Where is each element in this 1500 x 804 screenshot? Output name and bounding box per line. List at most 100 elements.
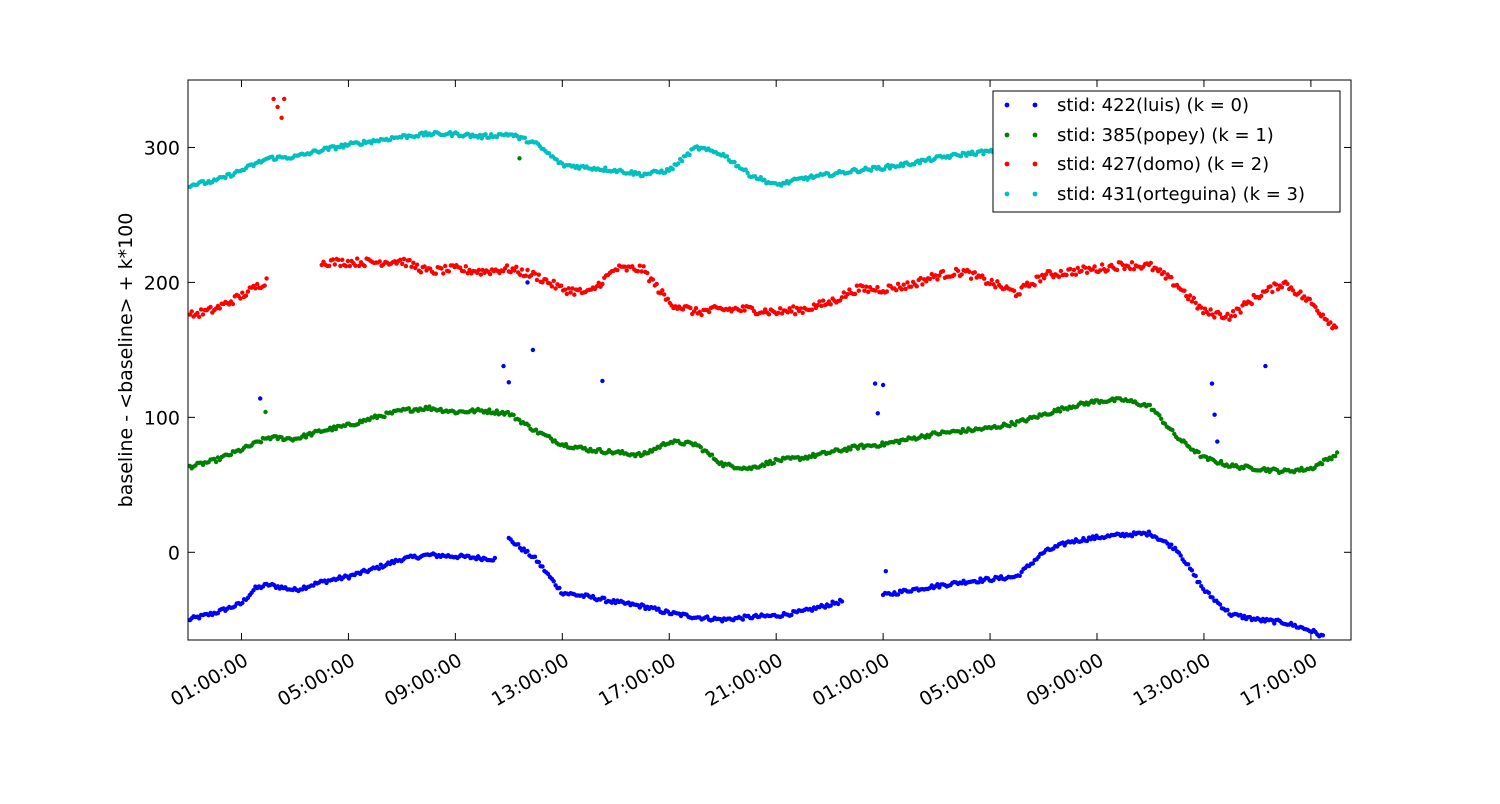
data-point	[487, 135, 492, 140]
data-point	[492, 555, 498, 561]
data-point	[551, 278, 556, 283]
data-point	[940, 268, 946, 274]
data-point	[549, 284, 555, 289]
data-point	[622, 264, 628, 269]
legend-label: stid: 422(luis) (k = 0)	[1057, 95, 1249, 116]
data-point	[1333, 325, 1339, 330]
outlier-point	[530, 347, 536, 353]
data-point	[195, 310, 200, 316]
data-point	[443, 263, 448, 269]
data-point	[624, 268, 629, 273]
data-point	[654, 281, 659, 287]
data-point	[860, 284, 865, 289]
data-point	[676, 161, 681, 166]
data-point	[439, 266, 444, 271]
data-point	[841, 290, 846, 295]
outlier-point	[872, 381, 878, 386]
data-point	[1120, 262, 1125, 267]
data-point	[465, 271, 470, 276]
data-point	[1196, 449, 1201, 455]
data-point	[414, 262, 420, 267]
data-point	[789, 309, 794, 314]
data-point	[572, 292, 577, 297]
data-point	[839, 295, 845, 300]
legend-marker	[1004, 102, 1010, 108]
data-point	[1182, 288, 1187, 293]
data-point	[1161, 270, 1167, 275]
data-point	[779, 458, 784, 464]
data-point	[551, 579, 556, 584]
outlier-point	[880, 382, 886, 388]
data-point	[778, 306, 783, 311]
data-point	[847, 287, 852, 292]
data-point	[1105, 268, 1110, 273]
data-point	[1187, 293, 1193, 298]
data-point	[1225, 607, 1230, 613]
data-point	[1319, 461, 1325, 467]
data-point	[1170, 427, 1175, 433]
data-point	[995, 279, 1000, 284]
data-point	[1144, 533, 1150, 538]
data-point	[854, 283, 860, 288]
outlier-point	[1209, 381, 1215, 386]
data-point	[594, 284, 599, 289]
data-point	[356, 421, 361, 427]
data-point	[1043, 272, 1049, 277]
data-point	[958, 430, 964, 435]
data-point	[952, 272, 957, 277]
data-point	[523, 273, 528, 278]
data-point	[1333, 454, 1338, 459]
data-point	[570, 286, 575, 291]
data-point	[738, 308, 744, 314]
data-point	[699, 312, 704, 318]
data-point	[885, 162, 891, 168]
data-point	[979, 148, 984, 153]
data-point	[208, 304, 213, 310]
data-point	[359, 142, 365, 147]
data-point	[1186, 297, 1191, 302]
data-point	[1208, 307, 1213, 312]
data-point	[1193, 300, 1198, 305]
data-point	[1259, 293, 1264, 299]
outlier-point	[517, 156, 522, 161]
data-point	[868, 168, 874, 173]
data-point	[993, 285, 998, 290]
data-point	[1114, 267, 1120, 273]
data-point	[636, 170, 642, 176]
outlier-point	[258, 396, 263, 401]
data-point	[577, 286, 583, 292]
outlier-point	[263, 409, 268, 415]
legend-label: stid: 431(orteguina) (k = 3)	[1057, 184, 1305, 205]
data-point	[691, 309, 697, 314]
data-point	[516, 542, 521, 547]
data-point	[536, 559, 541, 565]
data-point	[213, 459, 219, 465]
data-point	[828, 603, 833, 608]
data-point	[262, 283, 267, 288]
data-point	[789, 612, 794, 618]
data-point	[809, 608, 815, 613]
data-point	[1169, 275, 1174, 280]
data-point	[1275, 287, 1281, 292]
data-point	[483, 132, 488, 137]
data-point	[532, 554, 538, 559]
data-point	[245, 289, 251, 294]
data-point	[641, 264, 646, 269]
data-point	[1099, 262, 1105, 267]
data-point	[811, 302, 817, 307]
data-point	[1098, 268, 1103, 273]
data-point	[228, 452, 234, 457]
data-point	[1285, 281, 1290, 287]
data-point	[1129, 534, 1135, 539]
data-point	[441, 271, 446, 276]
data-point	[187, 312, 193, 317]
data-point	[327, 263, 332, 269]
data-point	[476, 267, 482, 273]
data-point	[878, 443, 883, 448]
data-point	[568, 290, 573, 295]
data-point	[866, 289, 871, 295]
data-point	[1057, 409, 1063, 414]
data-point	[1217, 311, 1223, 317]
data-point	[645, 270, 650, 276]
data-point	[875, 284, 880, 290]
